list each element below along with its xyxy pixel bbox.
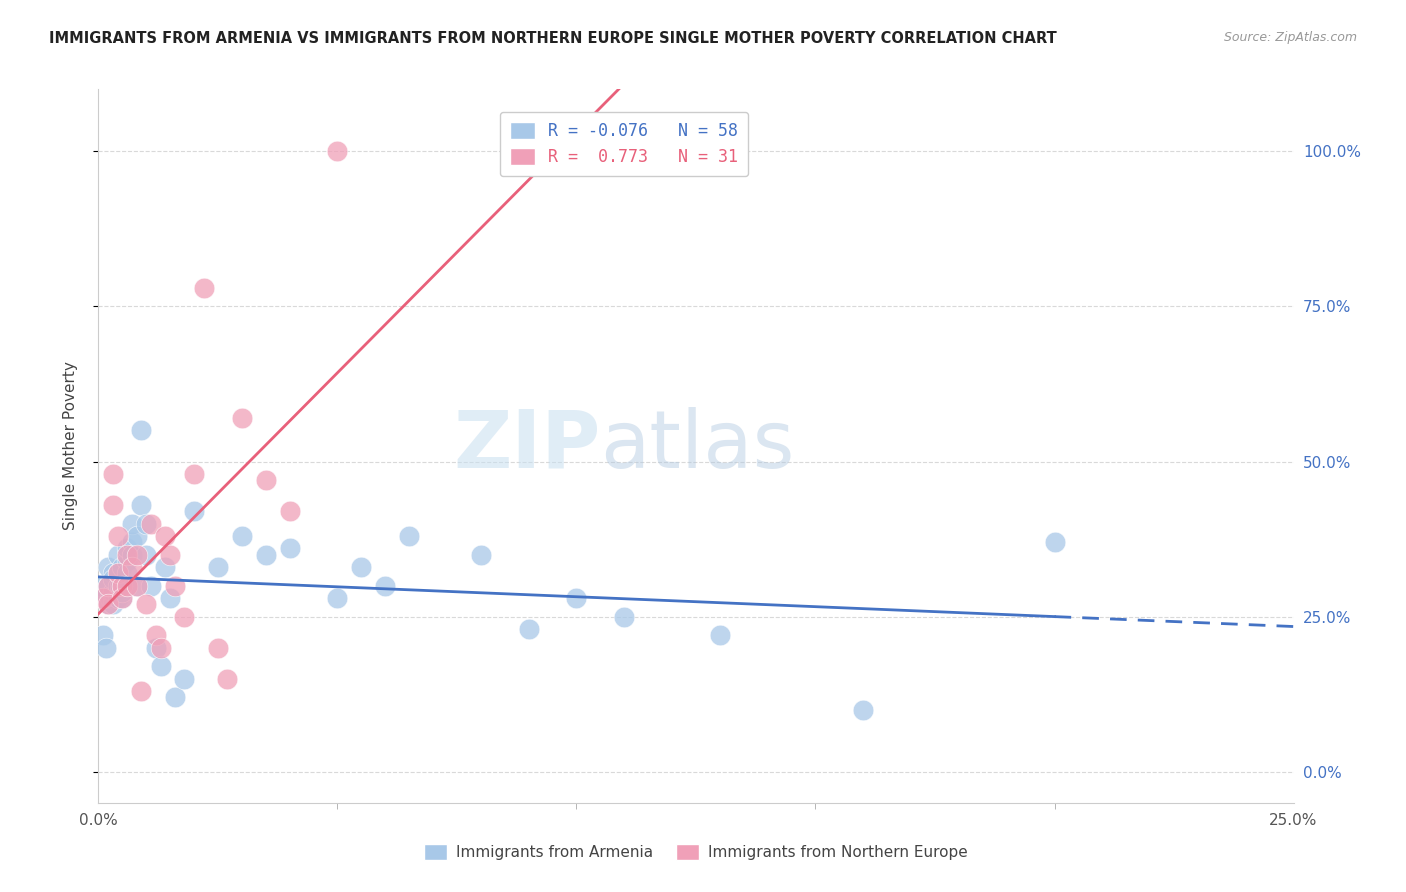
- Point: [145, 628, 167, 642]
- Point: [121, 516, 143, 531]
- Point: [231, 529, 253, 543]
- Point: [517, 622, 540, 636]
- Point: [107, 548, 129, 562]
- Point: [121, 560, 143, 574]
- Point: [207, 640, 229, 655]
- Point: [111, 579, 134, 593]
- Text: Source: ZipAtlas.com: Source: ZipAtlas.com: [1223, 31, 1357, 45]
- Point: [101, 584, 124, 599]
- Point: [217, 672, 239, 686]
- Point: [613, 609, 636, 624]
- Point: [101, 498, 124, 512]
- Point: [115, 566, 138, 581]
- Point: [145, 640, 167, 655]
- Point: [135, 516, 157, 531]
- Point: [115, 579, 138, 593]
- Point: [101, 591, 124, 605]
- Point: [135, 597, 157, 611]
- Point: [173, 609, 195, 624]
- Point: [97, 597, 120, 611]
- Point: [115, 579, 138, 593]
- Point: [207, 560, 229, 574]
- Point: [1043, 535, 1066, 549]
- Point: [852, 703, 875, 717]
- Point: [101, 573, 124, 587]
- Point: [97, 579, 120, 593]
- Point: [139, 516, 162, 531]
- Point: [131, 424, 153, 438]
- Point: [155, 560, 177, 574]
- Point: [278, 541, 301, 556]
- Point: [97, 560, 120, 574]
- Point: [125, 579, 148, 593]
- Point: [149, 659, 172, 673]
- Point: [565, 591, 588, 605]
- Point: [115, 554, 138, 568]
- Point: [111, 560, 134, 574]
- Point: [135, 548, 157, 562]
- Point: [254, 473, 277, 487]
- Point: [121, 535, 143, 549]
- Point: [98, 591, 122, 605]
- Point: [125, 579, 148, 593]
- Point: [470, 548, 492, 562]
- Point: [183, 504, 205, 518]
- Point: [173, 672, 195, 686]
- Point: [398, 529, 420, 543]
- Point: [93, 591, 115, 605]
- Point: [111, 591, 134, 605]
- Point: [94, 640, 117, 655]
- Point: [125, 548, 148, 562]
- Point: [107, 591, 129, 605]
- Point: [97, 579, 120, 593]
- Point: [90, 579, 112, 593]
- Point: [111, 584, 134, 599]
- Point: [254, 548, 277, 562]
- Point: [155, 529, 177, 543]
- Point: [111, 591, 134, 605]
- Legend: Immigrants from Armenia, Immigrants from Northern Europe: Immigrants from Armenia, Immigrants from…: [418, 838, 974, 866]
- Point: [326, 145, 349, 159]
- Point: [139, 579, 162, 593]
- Point: [111, 579, 134, 593]
- Point: [163, 690, 186, 705]
- Point: [149, 640, 172, 655]
- Point: [131, 684, 153, 698]
- Point: [278, 504, 301, 518]
- Point: [115, 541, 138, 556]
- Point: [108, 579, 131, 593]
- Point: [91, 591, 114, 605]
- Point: [163, 579, 186, 593]
- Point: [131, 498, 153, 512]
- Point: [125, 529, 148, 543]
- Point: [107, 566, 129, 581]
- Point: [231, 411, 253, 425]
- Point: [374, 579, 396, 593]
- Point: [326, 591, 349, 605]
- Point: [115, 548, 138, 562]
- Text: ZIP: ZIP: [453, 407, 600, 485]
- Point: [107, 566, 129, 581]
- Point: [91, 628, 114, 642]
- Point: [97, 597, 120, 611]
- Point: [121, 548, 143, 562]
- Text: IMMIGRANTS FROM ARMENIA VS IMMIGRANTS FROM NORTHERN EUROPE SINGLE MOTHER POVERTY: IMMIGRANTS FROM ARMENIA VS IMMIGRANTS FR…: [49, 31, 1057, 46]
- Point: [350, 560, 373, 574]
- Y-axis label: Single Mother Poverty: Single Mother Poverty: [63, 361, 77, 531]
- Point: [107, 579, 129, 593]
- Point: [101, 597, 124, 611]
- Point: [159, 548, 181, 562]
- Point: [101, 566, 124, 581]
- Point: [107, 529, 129, 543]
- Point: [709, 628, 731, 642]
- Point: [101, 467, 124, 481]
- Text: atlas: atlas: [600, 407, 794, 485]
- Point: [159, 591, 181, 605]
- Point: [183, 467, 205, 481]
- Point: [193, 281, 215, 295]
